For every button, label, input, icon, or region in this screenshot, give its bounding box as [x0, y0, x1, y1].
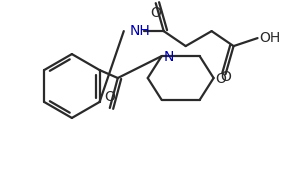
Text: OH: OH	[259, 31, 281, 45]
Text: O: O	[104, 90, 115, 104]
Text: O: O	[150, 6, 161, 20]
Text: O: O	[216, 72, 227, 86]
Text: O: O	[220, 70, 231, 84]
Text: NH: NH	[130, 24, 150, 38]
Text: N: N	[164, 50, 174, 64]
